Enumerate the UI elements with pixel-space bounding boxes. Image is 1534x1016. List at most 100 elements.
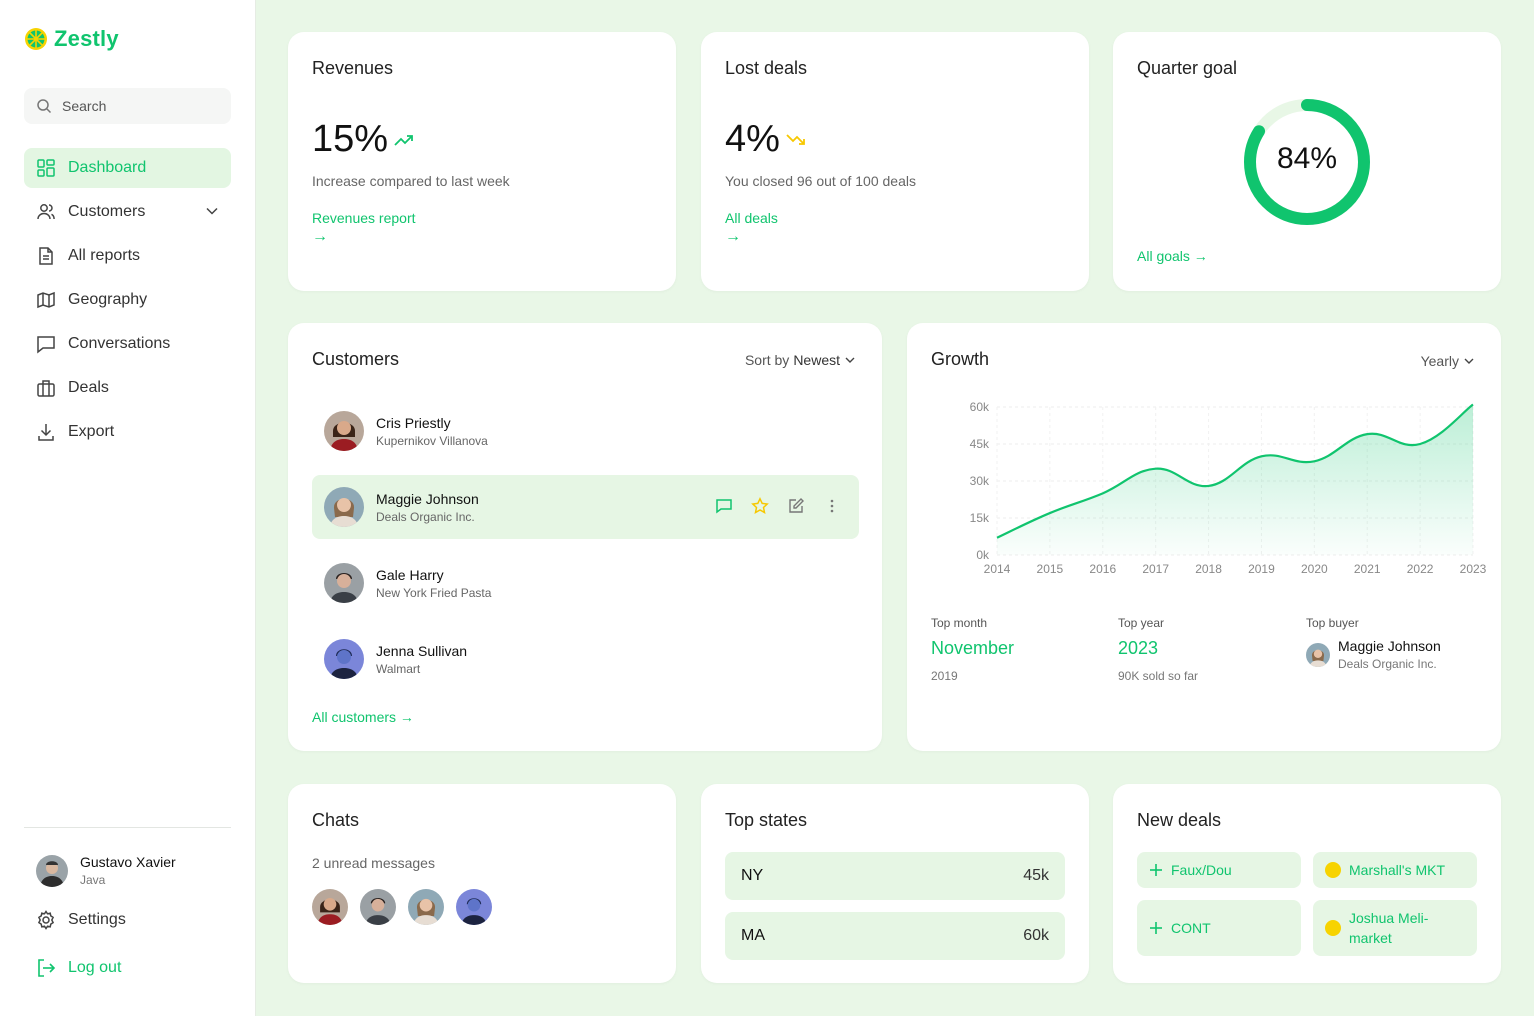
avatar <box>324 563 364 603</box>
message-icon[interactable] <box>715 497 733 515</box>
briefcase-icon <box>37 380 55 397</box>
top-year-value: 2023 <box>1118 638 1159 658</box>
gear-icon <box>37 910 55 930</box>
growth-line <box>996 403 1474 539</box>
all-goals-link[interactable]: All goals → <box>1137 248 1208 264</box>
download-icon <box>38 424 54 441</box>
state-value: 60k <box>1023 927 1049 944</box>
deal-label: Joshua Meli-market <box>1349 910 1429 946</box>
status-dot <box>1325 862 1341 878</box>
status-dot <box>1325 920 1341 936</box>
deal-chip[interactable]: Faux/Dou <box>1137 852 1301 888</box>
state-name: MA <box>741 927 765 944</box>
user-profile[interactable]: Gustavo Xavier Java <box>36 854 176 887</box>
top-year-stat: Top year 2023 90K sold so far <box>1118 616 1198 683</box>
x-tick-label: 2014 <box>984 562 1011 576</box>
settings-label: Settings <box>68 911 126 928</box>
search-box[interactable] <box>24 88 231 124</box>
logout-label: Log out <box>68 959 122 976</box>
logout-button[interactable]: Log out <box>36 958 121 978</box>
all-deals-link[interactable]: All deals <box>725 210 778 226</box>
y-tick-label: 30k <box>970 474 990 488</box>
document-icon <box>39 247 53 265</box>
top-year-label: Top year <box>1118 616 1165 630</box>
lemon-logo-icon <box>25 28 47 50</box>
sidebar-item-deals[interactable]: Deals <box>24 368 231 408</box>
y-tick-label: 45k <box>970 437 990 451</box>
all-customers-link[interactable]: All customers → <box>312 709 414 725</box>
plus-icon <box>1150 922 1162 934</box>
avatar[interactable] <box>312 889 348 925</box>
card-title: Quarter goal <box>1137 58 1238 78</box>
y-tick-label: 60k <box>970 400 990 414</box>
x-tick-label: 2022 <box>1407 562 1434 576</box>
chevron-down-icon <box>1464 358 1474 364</box>
avatar[interactable] <box>408 889 444 925</box>
goal-ring <box>1244 99 1370 225</box>
card-title: Revenues <box>312 58 394 78</box>
list-item[interactable]: Gale Harry New York Fried Pasta <box>312 551 859 615</box>
edit-icon[interactable] <box>787 497 805 515</box>
deal-chip[interactable]: Marshall's MKT <box>1313 852 1477 888</box>
y-tick-label: 0k <box>976 548 990 562</box>
sidebar-item-label: All reports <box>68 247 141 264</box>
card-title: Chats <box>312 810 360 830</box>
more-vertical-icon[interactable] <box>823 497 841 515</box>
card-title: Lost deals <box>725 58 808 78</box>
customer-name: Jenna Sullivan <box>376 642 468 659</box>
avatar <box>324 411 364 451</box>
deal-chip[interactable]: Joshua Meli-market <box>1313 900 1477 956</box>
revenues-report-link[interactable]: Revenues report <box>312 210 416 226</box>
users-icon <box>37 204 55 220</box>
sidebar-item-conversations[interactable]: Conversations <box>24 324 231 364</box>
goal-value: 84% <box>1276 142 1338 175</box>
period-dropdown[interactable]: Yearly <box>1421 353 1475 369</box>
top-states-card: Top states NY 45k MA 60k <box>701 784 1089 983</box>
state-value: 45k <box>1023 867 1049 884</box>
revenues-card: Revenues 15% Increase compared to last w… <box>288 32 676 291</box>
sidebar-item-export[interactable]: Export <box>24 412 231 452</box>
top-buyer-company: Deals Organic Inc. <box>1338 657 1437 671</box>
list-item[interactable]: Jenna Sullivan Walmart <box>312 627 859 691</box>
growth-area-fill <box>997 404 1473 555</box>
chevron-down-icon[interactable] <box>205 204 219 218</box>
list-item[interactable]: Maggie Johnson Deals Organic Inc. <box>312 475 859 539</box>
all-deals-arrow[interactable]: → <box>725 228 741 245</box>
deal-chip[interactable]: CONT <box>1137 900 1301 956</box>
sidebar-divider <box>24 827 231 828</box>
top-buyer-stat: Top buyer Maggie Johnson Deals Organic I… <box>1306 616 1441 671</box>
sidebar-item-label: Geography <box>68 291 148 308</box>
revenues-arrow[interactable]: → <box>312 228 328 245</box>
sidebar-item-customers[interactable]: Customers <box>24 192 231 232</box>
avatar[interactable] <box>360 889 396 925</box>
chats-card: Chats 2 unread messages <box>288 784 676 983</box>
new-deals-card: New deals Faux/Dou Marshall's MKT CONT J… <box>1113 784 1501 983</box>
chevron-down-icon <box>845 357 855 363</box>
avatar <box>324 639 364 679</box>
logo[interactable]: Zestly <box>24 26 119 52</box>
sidebar-item-label: Conversations <box>68 335 171 352</box>
top-month-stat: Top month November 2019 <box>931 616 1014 683</box>
state-row[interactable]: NY 45k <box>725 852 1065 900</box>
sidebar-item-label: Export <box>68 423 115 440</box>
lost-deals-card: Lost deals 4% You closed 96 out of 100 d… <box>701 32 1089 291</box>
settings-link[interactable]: Settings <box>36 910 126 930</box>
top-month-value: November <box>931 638 1015 658</box>
sidebar: Zestly Dashboard Customers All reports G… <box>0 0 256 1016</box>
sort-dropdown[interactable]: Sort by Newest <box>745 352 856 368</box>
sidebar-item-all-reports[interactable]: All reports <box>24 236 231 276</box>
card-title: New deals <box>1137 810 1222 830</box>
star-icon[interactable] <box>751 497 769 515</box>
card-title: Growth <box>931 349 990 369</box>
search-input[interactable] <box>62 98 212 114</box>
sidebar-item-geography[interactable]: Geography <box>24 280 231 320</box>
list-item[interactable]: Cris Priestly Kupernikov Villanova <box>312 399 859 463</box>
avatar[interactable] <box>456 889 492 925</box>
trend-down-icon <box>786 133 805 145</box>
sidebar-item-label: Deals <box>68 379 109 396</box>
revenues-value: 15% <box>312 118 389 160</box>
state-row[interactable]: MA 60k <box>725 912 1065 960</box>
sidebar-item-dashboard[interactable]: Dashboard <box>24 148 231 188</box>
customer-company: Walmart <box>376 661 421 676</box>
avatar <box>36 854 68 887</box>
